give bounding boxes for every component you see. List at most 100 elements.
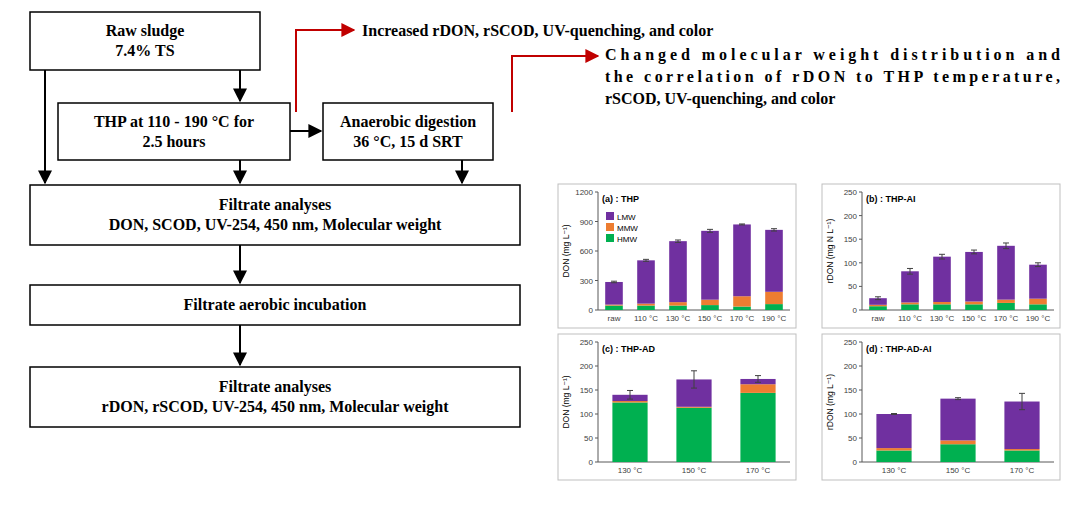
canvas: Raw sludge 7.4% TS THP at 110 - 190 °C for…	[0, 0, 1080, 528]
bar-segment	[701, 305, 719, 310]
y-axis-label: DON (mg L⁻¹)	[561, 224, 571, 277]
bar-segment	[876, 450, 911, 462]
bar-segment	[940, 399, 975, 441]
x-tick-label: raw	[872, 314, 885, 323]
bar-segment	[997, 246, 1015, 300]
y-tick-label: 150	[580, 386, 594, 395]
plot-area	[869, 243, 1047, 310]
bar-segment	[876, 448, 911, 450]
box-label: Anaerobic digestion	[340, 113, 476, 131]
y-axis	[598, 342, 599, 462]
bar-segment	[605, 282, 623, 305]
bar-segment	[933, 302, 951, 304]
x-tick-label: 190 °C	[1026, 314, 1051, 323]
bar-segment	[637, 260, 655, 303]
legend-label: HMW	[617, 235, 637, 244]
bar-segment	[740, 393, 775, 462]
bar-segment	[965, 302, 983, 305]
y-tick-label: 1200	[575, 188, 593, 197]
bar-segment	[869, 298, 887, 305]
error-bar	[907, 268, 913, 274]
box-label: rDON, rSCOD, UV-254, 450 nm, Molecular w…	[102, 398, 450, 416]
plot-area	[876, 393, 1039, 462]
flow-arrow	[461, 160, 463, 183]
bar-segment	[740, 384, 775, 393]
y-axis	[598, 192, 599, 310]
x-tick-label: 170 °C	[994, 314, 1019, 323]
bar-segment	[869, 305, 887, 306]
y-tick-label: 0	[853, 458, 858, 467]
error-bar	[891, 413, 897, 415]
y-tick-label: 50	[584, 434, 593, 443]
panel-frame	[558, 334, 796, 480]
x-tick-label: 130 °C	[666, 314, 691, 323]
flow-arrow	[239, 325, 241, 365]
y-tick-label: 250	[580, 338, 594, 347]
box-label: 2.5 hours	[142, 133, 205, 150]
y-tick-label: 0	[589, 306, 594, 315]
x-tick-label: raw	[608, 314, 621, 323]
bar-segment	[901, 271, 919, 302]
annotation-arrow	[296, 30, 354, 112]
error-bar	[755, 376, 761, 383]
y-tick-label: 600	[580, 247, 594, 256]
bar-segment	[1029, 265, 1047, 299]
y-tick-label: 50	[848, 282, 857, 291]
bar-segment	[765, 230, 783, 292]
bar-segment	[605, 306, 623, 310]
flow-arrow	[239, 160, 241, 183]
bar-segment	[637, 304, 655, 306]
annotation-text: rSCOD, UV-quenching, and color	[605, 90, 835, 108]
bar-segment	[733, 224, 751, 296]
bar-segment	[933, 257, 951, 302]
y-tick-label: 250	[844, 188, 858, 197]
error-bar	[1019, 393, 1025, 409]
error-bar	[771, 229, 777, 231]
box-label: Filtrate aerobic incubation	[184, 296, 367, 313]
y-tick-label: 150	[844, 235, 858, 244]
plot-area	[605, 224, 783, 310]
annotation-text: Increased rDON, rSCOD, UV-quenching, and…	[362, 22, 713, 40]
box-label: 7.4% TS	[115, 42, 174, 59]
bar-segment	[765, 292, 783, 304]
bar-segment	[869, 306, 887, 310]
error-bar	[1003, 243, 1009, 249]
x-tick-label: 170 °C	[1010, 466, 1035, 475]
y-axis	[862, 192, 863, 310]
bar-segment	[901, 302, 919, 304]
chart-title: (c) : THP-AD	[602, 344, 655, 354]
box-label: DON, SCOD, UV-254, 450 nm, Molecular wei…	[109, 216, 442, 234]
x-tick-label: 110 °C	[634, 314, 658, 323]
y-tick-label: 200	[844, 362, 858, 371]
y-tick-label: 100	[844, 259, 858, 268]
box-label: THP at 110 - 190 °C for	[94, 113, 254, 130]
legend-swatch	[606, 223, 614, 231]
bar-segment	[1004, 449, 1039, 450]
x-tick-label: 150 °C	[682, 466, 707, 475]
y-tick-label: 100	[580, 410, 594, 419]
annotation-arrow	[512, 56, 598, 112]
bar-segment	[1004, 450, 1039, 462]
chart-title: (b) : THP-AI	[866, 194, 916, 204]
bar-segment	[876, 414, 911, 448]
bar-segment	[1029, 304, 1047, 310]
chart-panel: 050100150200250rDON (mg L⁻¹)130 °C150 °C…	[822, 334, 1060, 480]
x-tick-label: 170 °C	[746, 466, 771, 475]
flow-box	[58, 103, 290, 160]
flow-box	[323, 103, 493, 160]
x-tick-label: 110 °C	[898, 314, 922, 323]
bar-segment	[612, 401, 647, 402]
box-label: Raw sludge	[106, 22, 185, 40]
panel-frame	[558, 184, 796, 328]
bar-segment	[701, 231, 719, 300]
error-bar	[707, 229, 713, 232]
y-axis	[862, 342, 863, 462]
panel-frame	[822, 184, 1060, 328]
annotation-text: the correlation of rDON to THP temperatu…	[605, 68, 1060, 86]
bar-segment	[765, 304, 783, 310]
annotation-text: Changed molecular weight distribution an…	[605, 46, 1060, 64]
error-bar	[971, 250, 977, 254]
box-label: Filtrate analyses	[219, 196, 331, 214]
legend-swatch	[606, 212, 614, 220]
bar-segment	[701, 300, 719, 305]
